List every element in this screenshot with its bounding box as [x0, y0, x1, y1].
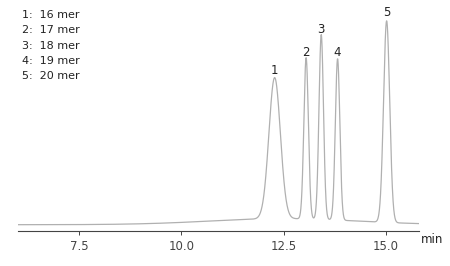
Text: 5: 5 [383, 6, 390, 19]
Text: 3: 3 [318, 23, 325, 36]
Text: min: min [421, 233, 443, 246]
Text: 4: 4 [334, 46, 342, 59]
Text: 1:  16 mer
2:  17 mer
3:  18 mer
4:  19 mer
5:  20 mer: 1: 16 mer 2: 17 mer 3: 18 mer 4: 19 mer … [22, 10, 80, 81]
Text: 1: 1 [271, 64, 279, 77]
Text: 2: 2 [302, 46, 310, 59]
